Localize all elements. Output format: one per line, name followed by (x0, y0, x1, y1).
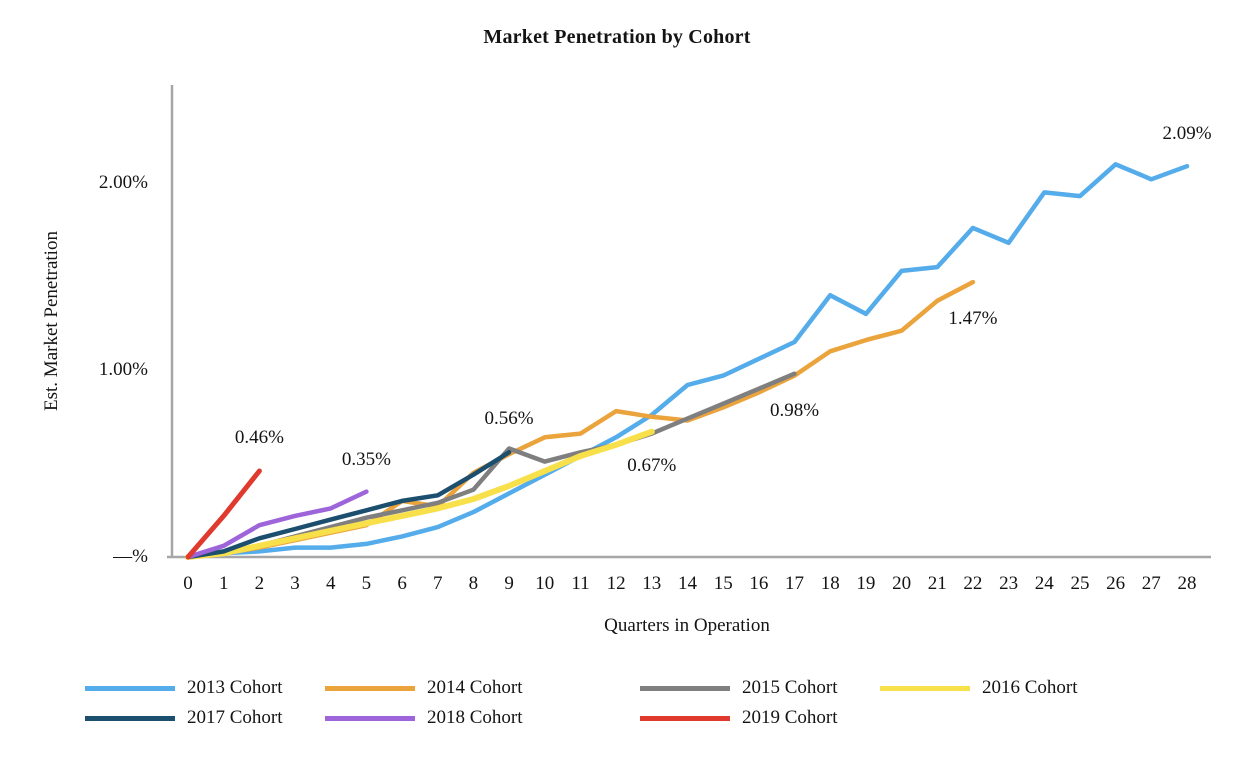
x-tick-label: 19 (856, 573, 876, 594)
x-tick-label: 3 (290, 573, 300, 594)
x-tick-label: 12 (606, 573, 626, 594)
legend-label: 2016 Cohort (982, 677, 1078, 698)
x-tick-label: 25 (1070, 573, 1090, 594)
x-tick-label: 6 (397, 573, 407, 594)
x-tick-label: 27 (1141, 573, 1161, 594)
legend-swatch (325, 715, 415, 721)
x-tick-label: 18 (820, 573, 840, 594)
x-tick-label: 17 (785, 573, 804, 594)
legend-swatch (640, 685, 730, 691)
x-tick-label: 13 (642, 573, 662, 594)
data-label-2014-cohort: 1.47% (948, 308, 998, 329)
legend-item-2016-cohort: 2016 Cohort (880, 676, 1078, 700)
x-tick-label: 24 (1034, 573, 1054, 594)
legend-item-2018-cohort: 2018 Cohort (325, 706, 523, 730)
series-line-2013-cohort (185, 162, 1190, 560)
data-label-2015-cohort: 0.98% (769, 400, 820, 421)
legend-swatch (325, 685, 415, 691)
x-tick-label: 4 (325, 573, 336, 594)
legend-item-2013-cohort: 2013 Cohort (85, 676, 283, 700)
legend-label: 2017 Cohort (187, 707, 283, 728)
data-label-2013-cohort: 2.09% (1162, 123, 1212, 144)
x-tick-label: 5 (361, 573, 372, 594)
legend-item-2017-cohort: 2017 Cohort (85, 706, 283, 730)
legend-item-2015-cohort: 2015 Cohort (640, 676, 838, 700)
y-tick-label: 1.00% (98, 359, 148, 380)
x-tick-label: 1 (218, 573, 229, 594)
x-tick-label: 15 (713, 573, 733, 594)
x-tick-label: 28 (1177, 573, 1197, 594)
x-tick-label: 7 (433, 573, 443, 594)
data-label-2017-cohort: 0.56% (484, 408, 534, 429)
legend-swatch (85, 685, 175, 691)
legend-label: 2014 Cohort (427, 677, 523, 698)
x-tick-label: 26 (1106, 573, 1126, 594)
x-tick-label: 11 (571, 573, 590, 594)
legend-item-2014-cohort: 2014 Cohort (325, 676, 523, 700)
x-tick-label: 14 (678, 573, 697, 594)
legend-swatch (85, 715, 175, 721)
data-label-2018-cohort: 0.35% (341, 449, 391, 470)
x-tick-label: 21 (927, 573, 947, 594)
data-label-2016-cohort: 0.67% (627, 455, 677, 476)
x-tick-label: 22 (963, 573, 983, 594)
x-tick-label: 0 (183, 573, 193, 594)
x-tick-label: 2 (254, 573, 265, 594)
legend-label: 2019 Cohort (742, 707, 838, 728)
data-label-2019-cohort: 0.46% (234, 427, 284, 448)
series-line-2019-cohort (185, 468, 262, 560)
chart-title: Market Penetration by Cohort (483, 26, 751, 48)
series-line-2016-cohort (185, 428, 655, 560)
x-tick-label: 23 (999, 573, 1019, 594)
legend-label: 2013 Cohort (187, 677, 283, 698)
x-tick-label: 8 (468, 573, 479, 594)
legend-swatch (640, 715, 730, 721)
x-tick-label: 9 (504, 573, 514, 594)
legend-swatch (880, 685, 970, 691)
series-line-2017-cohort (185, 450, 512, 560)
legend-label: 2015 Cohort (742, 677, 838, 698)
x-tick-label: 10 (535, 573, 555, 594)
legend-label: 2018 Cohort (427, 707, 523, 728)
axis-lines (167, 85, 1211, 559)
y-tick-label: —% (113, 546, 148, 567)
series-line-2018-cohort (185, 489, 369, 560)
y-tick-label: 2.00% (98, 172, 148, 193)
x-axis-title: Quarters in Operation (604, 615, 770, 636)
x-tick-label: 16 (749, 573, 769, 594)
x-tick-label: 20 (892, 573, 912, 594)
legend-item-2019-cohort: 2019 Cohort (640, 706, 838, 730)
